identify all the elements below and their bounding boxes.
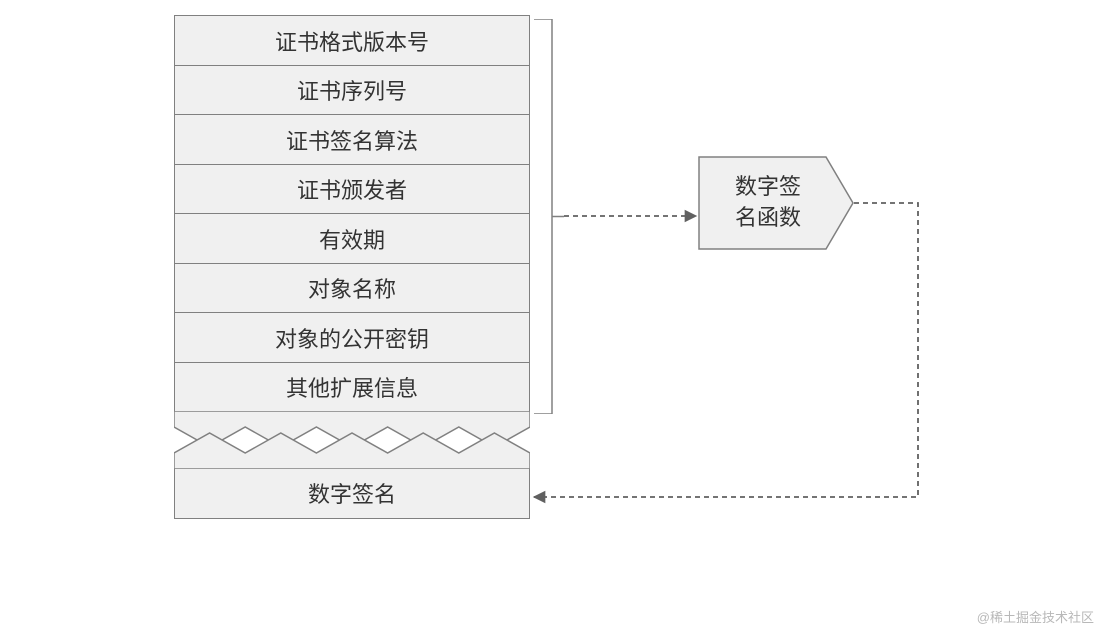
zigzag-separator (174, 411, 530, 469)
watermark: @稀土掘金技术社区 (977, 607, 1094, 626)
cert-row-label: 证书签名算法 (286, 124, 418, 156)
cert-row-label: 有效期 (319, 223, 385, 255)
cert-row-label: 证书序列号 (297, 74, 407, 106)
cert-row-extensions: 其他扩展信息 (174, 362, 530, 413)
cert-row-pubkey: 对象的公开密钥 (174, 312, 530, 363)
cert-row-label: 对象名称 (308, 272, 396, 304)
cert-row-version: 证书格式版本号 (174, 15, 530, 66)
certificate-signature-diagram: 证书格式版本号 证书序列号 证书签名算法 证书颁发者 有效期 对象名称 对象的公… (0, 0, 1104, 634)
cert-row-signature: 数字签名 (174, 468, 530, 519)
cert-row-label: 证书颁发者 (297, 173, 407, 205)
cert-row-validity: 有效期 (174, 213, 530, 264)
certificate-field-stack: 证书格式版本号 证书序列号 证书签名算法 证书颁发者 有效期 对象名称 对象的公… (174, 15, 530, 519)
cert-row-serial: 证书序列号 (174, 65, 530, 116)
cert-row-label: 数字签名 (308, 477, 396, 509)
cert-row-label: 证书格式版本号 (275, 25, 429, 57)
function-label: 数字签 名函数 (698, 156, 828, 250)
cert-row-algorithm: 证书签名算法 (174, 114, 530, 165)
signature-function-node: 数字签 名函数 (698, 156, 854, 250)
cert-row-label: 其他扩展信息 (286, 371, 418, 403)
cert-row-subject: 对象名称 (174, 263, 530, 314)
cert-row-issuer: 证书颁发者 (174, 164, 530, 215)
cert-row-label: 对象的公开密钥 (275, 322, 429, 354)
bracket-connector (534, 19, 564, 414)
